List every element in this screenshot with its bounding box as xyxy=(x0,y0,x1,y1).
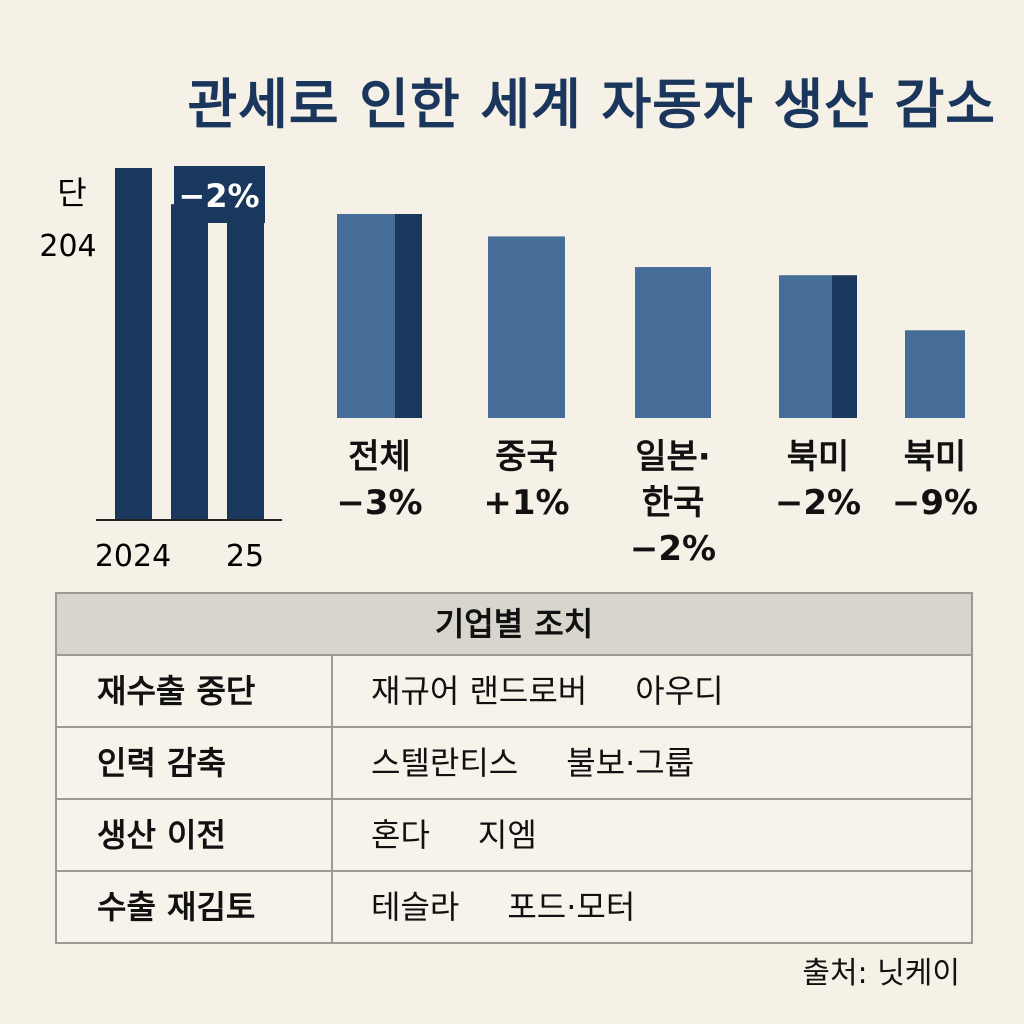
region-name: 북미 xyxy=(903,437,967,477)
table-row: 생산 이전 혼다 지엠 xyxy=(57,798,971,870)
region-name: 일본· xyxy=(635,437,711,477)
table-header: 기업별 조치 xyxy=(57,594,971,654)
region-bar-highlight xyxy=(832,275,857,418)
company-name: 아우디 xyxy=(635,672,724,710)
action-cell: 수출 재김토 xyxy=(57,872,333,942)
change-badge-label: −2% xyxy=(178,177,259,215)
companies-cell: 테슬라 포드·모터 xyxy=(333,872,971,942)
action-cell: 인력 감축 xyxy=(57,728,333,798)
action-cell: 재수출 중단 xyxy=(57,656,333,726)
measures-table: 기업별 조치 재수출 중단 재규어 랜드로버 아우디 인력 감축 스텔란티스 불… xyxy=(55,592,973,944)
company-name: 불보·그룹 xyxy=(566,744,695,782)
region-change-label: −9% xyxy=(891,483,979,523)
region-change-label: −2% xyxy=(629,529,717,569)
region-label: 북미 −9% xyxy=(860,434,1010,526)
region-bar xyxy=(635,267,711,418)
region-bar xyxy=(779,275,832,418)
production-chart: 단 204 2024 25 −2% xyxy=(39,166,965,574)
table-row: 인력 감축 스텔란티스 불보·그룹 xyxy=(57,726,971,798)
company-name: 테슬라 xyxy=(371,888,460,926)
companies-cell: 스텔란티스 불보·그룹 xyxy=(333,728,971,798)
source-credit: 출처: 닛케이 xyxy=(802,956,960,991)
company-name: 지엠 xyxy=(477,816,537,854)
company-name: 재규어 랜드로버 xyxy=(371,672,588,710)
region-name: 한국 xyxy=(641,483,705,523)
companies-cell: 혼다 지엠 xyxy=(333,800,971,870)
region-label: 전체 −3% xyxy=(305,434,455,526)
region-name: 전체 xyxy=(348,437,411,477)
company-name: 혼다 xyxy=(371,816,430,854)
region-bar xyxy=(905,330,965,418)
page-title: 관세로 인한 세계 자동자 생산 감소 xyxy=(187,73,996,136)
region-label: 북미 −2% xyxy=(743,434,893,526)
x-tick-label: 2024 xyxy=(95,539,171,574)
region-bar xyxy=(488,236,565,418)
region-bar xyxy=(337,214,395,418)
region-name: 중국 xyxy=(495,437,558,477)
production-bar xyxy=(115,168,152,520)
y-tick-label: 204 xyxy=(39,229,96,264)
unit-label: 단 xyxy=(57,174,86,212)
region-change-label: −2% xyxy=(774,483,862,523)
region-label: 일본· 한국 −2% xyxy=(598,434,748,572)
company-name: 포드·모터 xyxy=(507,888,636,926)
region-bar-highlight xyxy=(395,214,422,418)
table-row: 수출 재김토 테슬라 포드·모터 xyxy=(57,870,971,942)
company-name: 스텔란티스 xyxy=(371,744,519,782)
region-name: 북미 xyxy=(786,437,850,477)
region-change-label: +1% xyxy=(483,483,570,523)
region-label: 중국 +1% xyxy=(452,434,602,526)
production-bar xyxy=(171,204,208,520)
action-cell: 생산 이전 xyxy=(57,800,333,870)
change-badge xyxy=(174,166,265,223)
x-tick-label: 25 xyxy=(226,539,264,574)
companies-cell: 재규어 랜드로버 아우디 xyxy=(333,656,971,726)
production-bar xyxy=(227,205,264,520)
region-change-label: −3% xyxy=(336,483,423,523)
table-row: 재수출 중단 재규어 랜드로버 아우디 xyxy=(57,654,971,726)
